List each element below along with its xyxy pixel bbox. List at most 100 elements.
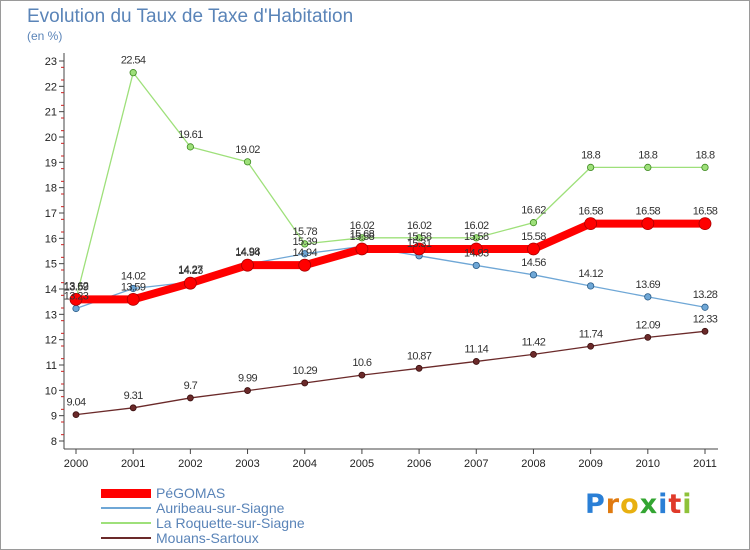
logo-letter: i xyxy=(658,489,669,520)
data-label: 18.8 xyxy=(695,149,714,161)
data-point xyxy=(72,304,80,313)
x-tick-label: 2010 xyxy=(636,458,660,470)
legend-swatch xyxy=(101,522,151,524)
data-point xyxy=(701,303,709,311)
y-tick-label: 16 xyxy=(45,233,57,245)
y-tick-label: 12 xyxy=(45,335,57,347)
data-point xyxy=(527,242,540,256)
data-label: 22.54 xyxy=(121,55,146,67)
data-label: 13.59 xyxy=(64,281,89,293)
data-point xyxy=(129,404,137,412)
data-label: 14.27 xyxy=(178,264,203,276)
data-label: 15.58 xyxy=(464,231,489,243)
data-point xyxy=(584,217,598,231)
data-label: 13.23 xyxy=(64,291,89,303)
x-tick-label: 2002 xyxy=(178,458,202,470)
logo-letter: r xyxy=(605,489,621,520)
data-label: 14.23 xyxy=(178,265,203,277)
legend-swatch xyxy=(101,488,151,498)
y-tick-label: 13 xyxy=(45,309,57,321)
data-point xyxy=(469,242,483,256)
x-tick-label: 2000 xyxy=(64,458,88,470)
data-point xyxy=(701,163,709,171)
data-point xyxy=(412,242,426,256)
data-label: 13.59 xyxy=(121,281,146,293)
logo-letter: x xyxy=(639,489,659,520)
data-point xyxy=(301,250,309,258)
data-point xyxy=(698,217,712,231)
data-label: 14.94 xyxy=(235,247,260,259)
data-point xyxy=(126,292,140,306)
data-label: 16.62 xyxy=(521,205,546,217)
data-point xyxy=(301,240,309,248)
data-label: 10.87 xyxy=(407,350,432,362)
data-label: 9.99 xyxy=(238,373,257,385)
data-label: 14.93 xyxy=(464,247,489,259)
proxiti-logo: Proxiti xyxy=(585,489,693,520)
data-point xyxy=(72,411,80,419)
logo-letter: o xyxy=(620,489,640,520)
data-label: 19.02 xyxy=(235,144,260,156)
data-label: 15.58 xyxy=(350,231,375,243)
data-point xyxy=(472,261,480,270)
data-label: 14.56 xyxy=(521,257,546,269)
data-label: 19.61 xyxy=(178,129,203,141)
axes: 8 9 10 11 12 13 14 15 16 17 18 19 20 21 22 23 2000 2001 20… xyxy=(45,53,718,470)
data-label: 13.69 xyxy=(636,279,661,291)
y-tick-label: 8 xyxy=(51,436,57,448)
data-label: 14.98 xyxy=(235,246,260,258)
x-tick-label: 2005 xyxy=(350,458,374,470)
data-label-layer: 13.59 13.59 14.23 14.94 14.94 15.58 15.58 15.58… xyxy=(64,55,719,409)
data-label: 18.8 xyxy=(581,149,600,161)
x-tick-label: 2004 xyxy=(292,458,316,470)
logo-letter: P xyxy=(585,489,606,520)
data-label: 15.58 xyxy=(521,231,546,243)
data-label: 14.02 xyxy=(121,270,146,282)
series-layer xyxy=(69,69,712,419)
data-label: 11.42 xyxy=(522,336,546,348)
data-point xyxy=(243,158,252,166)
data-point xyxy=(183,276,197,290)
data-point xyxy=(644,333,652,341)
series-line xyxy=(75,330,706,416)
data-label: 11.14 xyxy=(464,343,488,355)
data-point xyxy=(129,284,137,293)
y-tick-label: 21 xyxy=(45,107,57,119)
logo-letter: i xyxy=(682,489,693,520)
data-point xyxy=(415,364,423,372)
y-tick-label: 15 xyxy=(45,259,57,271)
data-point xyxy=(301,379,309,387)
data-point xyxy=(587,282,595,290)
data-point xyxy=(69,292,83,306)
data-point xyxy=(355,242,369,256)
x-tick-label: 2008 xyxy=(521,458,545,470)
data-point xyxy=(129,69,137,77)
y-tick-label: 23 xyxy=(45,56,57,68)
data-label: 18.8 xyxy=(638,149,657,161)
legend-swatch xyxy=(101,507,151,509)
data-label: 12.09 xyxy=(636,319,661,331)
series-line xyxy=(75,245,706,310)
legend-swatch xyxy=(101,537,151,539)
data-point xyxy=(415,234,423,242)
data-point xyxy=(472,234,480,242)
y-tick-label: 18 xyxy=(45,183,57,195)
data-label: 10.6 xyxy=(352,357,371,369)
x-tick-label: 2011 xyxy=(693,458,717,470)
data-point xyxy=(358,371,366,379)
data-point xyxy=(472,358,480,365)
legend-label: PéGOMAS xyxy=(156,485,226,501)
y-tick-label: 17 xyxy=(45,208,57,220)
series-line xyxy=(75,72,706,300)
legend-label: Mouans-Sartoux xyxy=(156,530,259,546)
data-label: 9.7 xyxy=(184,380,198,392)
data-label: 15.78 xyxy=(292,226,317,238)
data-label: 15.68 xyxy=(350,228,375,240)
series-line xyxy=(72,219,709,304)
data-label: 16.02 xyxy=(407,220,432,232)
data-point xyxy=(241,258,254,272)
data-point xyxy=(587,163,595,171)
data-point xyxy=(641,217,655,231)
